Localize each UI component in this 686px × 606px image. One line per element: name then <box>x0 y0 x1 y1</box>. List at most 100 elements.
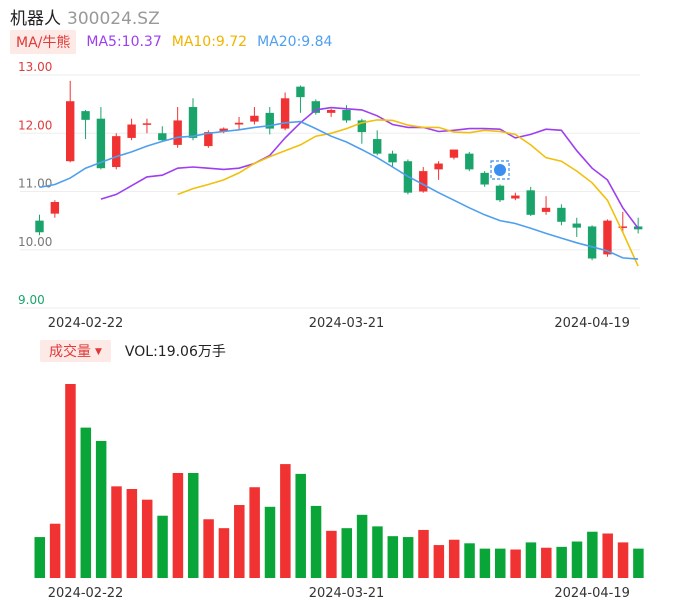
candle-body <box>35 220 44 233</box>
price-y-axis: 13.00 12.00 11.00 10.00 9.00 <box>18 60 52 307</box>
candle-body <box>480 172 489 185</box>
stock-header: 机器人 300024.SZ <box>10 4 160 29</box>
candle-body <box>419 171 428 192</box>
candle-body <box>173 120 182 145</box>
candle-body <box>127 124 136 138</box>
volume-indicator-toggle[interactable]: 成交量 ▼ <box>40 340 111 362</box>
candle-body <box>112 136 121 168</box>
ma20-line <box>39 120 639 260</box>
candle-body <box>511 195 520 199</box>
stock-name: 机器人 <box>10 9 61 29</box>
volume-bar <box>633 548 644 578</box>
price-x-axis: 2024-02-22 2024-03-21 2024-04-19 <box>48 316 630 331</box>
selected-candle-marker <box>490 160 510 180</box>
candle-body <box>449 149 459 158</box>
candle-body <box>465 153 474 170</box>
volume-indicator-label: 成交量 <box>49 344 91 360</box>
y-tick-label: 10.00 <box>18 235 52 249</box>
candle-body <box>142 123 152 125</box>
volume-bar <box>448 539 460 578</box>
selection-badge-icon <box>494 164 506 176</box>
volume-bar <box>433 545 445 578</box>
volume-bar <box>234 505 245 578</box>
volume-bar <box>126 489 138 578</box>
volume-bar <box>326 530 337 578</box>
candle-body <box>603 220 612 255</box>
volume-bar <box>571 541 583 578</box>
moving-average-lines <box>39 106 639 267</box>
candle-body <box>326 109 336 113</box>
volume-bar <box>80 427 92 578</box>
price-grid <box>20 74 640 309</box>
selection-box <box>490 160 510 180</box>
y-tick-label: 11.00 <box>18 177 52 191</box>
candle-body <box>204 132 213 147</box>
volume-x-axis: 2024-02-22 2024-03-21 2024-04-19 <box>48 586 630 601</box>
candle-body <box>495 185 505 201</box>
ma-legend-row: MA/牛熊 MA5:10.37 MA10:9.72 MA20:9.84 <box>10 30 332 54</box>
volume-bar <box>602 533 613 578</box>
y-tick-label: 12.00 <box>18 118 52 132</box>
x-tick-label: 2024-02-22 <box>48 316 124 331</box>
y-tick-label: 9.00 <box>18 293 45 307</box>
candle-body <box>66 101 75 162</box>
volume-bar <box>356 514 368 578</box>
volume-bar <box>587 531 598 578</box>
candle-body <box>280 98 290 129</box>
candle-body <box>234 122 244 125</box>
candle-body <box>373 139 382 154</box>
candle-body <box>265 112 274 129</box>
volume-bar <box>556 546 567 578</box>
volume-bar <box>295 473 306 578</box>
volume-bar <box>203 519 214 578</box>
x-tick-label: 2024-04-19 <box>554 316 630 331</box>
candle-body <box>557 207 566 222</box>
candle-body <box>526 190 535 215</box>
volume-bar <box>541 547 552 578</box>
candle-body <box>541 207 551 212</box>
ma10-value: MA10:9.72 <box>171 34 248 50</box>
volume-legend-row: 成交量 ▼ VOL:19.06万手 <box>40 340 226 362</box>
ma5-value: MA5:10.37 <box>86 34 162 50</box>
candle-body <box>188 107 198 138</box>
volume-bars <box>34 384 644 578</box>
volume-bar <box>418 529 429 578</box>
volume-bar <box>310 505 322 578</box>
candle-body <box>357 120 367 133</box>
ma10-line <box>177 119 639 267</box>
candle-body <box>587 226 597 259</box>
candle-body <box>50 201 60 214</box>
volume-bar <box>525 542 537 578</box>
volume-bar <box>188 472 199 578</box>
candle-body <box>96 118 106 169</box>
volume-bar <box>617 542 629 578</box>
volume-bar <box>387 536 399 578</box>
candle-body <box>311 101 320 113</box>
x-tick-label: 2024-04-19 <box>554 586 630 601</box>
candle-body <box>158 133 167 141</box>
ma-indicator-toggle[interactable]: MA/牛熊 <box>10 30 77 54</box>
candle-body <box>342 109 351 121</box>
ma5-line <box>100 106 639 229</box>
candle-body <box>81 111 90 120</box>
candle-body <box>618 226 627 228</box>
candle-body <box>296 86 305 98</box>
ma20-value: MA20:9.84 <box>257 34 333 50</box>
volume-bar <box>157 515 168 578</box>
volume-bar <box>172 472 184 578</box>
volume-bar <box>495 548 506 578</box>
volume-bar <box>341 528 352 578</box>
volume-bar <box>280 464 291 578</box>
volume-bar <box>65 384 76 578</box>
volume-bar <box>372 526 383 578</box>
x-tick-label: 2024-03-21 <box>309 316 385 331</box>
candle-body <box>219 128 228 132</box>
x-tick-label: 2024-03-21 <box>309 586 385 601</box>
stock-code: 300024.SZ <box>67 9 160 29</box>
volume-bar <box>264 506 276 578</box>
volume-bar <box>111 486 122 578</box>
volume-bar <box>402 537 414 578</box>
volume-bar <box>464 543 475 578</box>
x-tick-label: 2024-02-22 <box>48 586 124 601</box>
